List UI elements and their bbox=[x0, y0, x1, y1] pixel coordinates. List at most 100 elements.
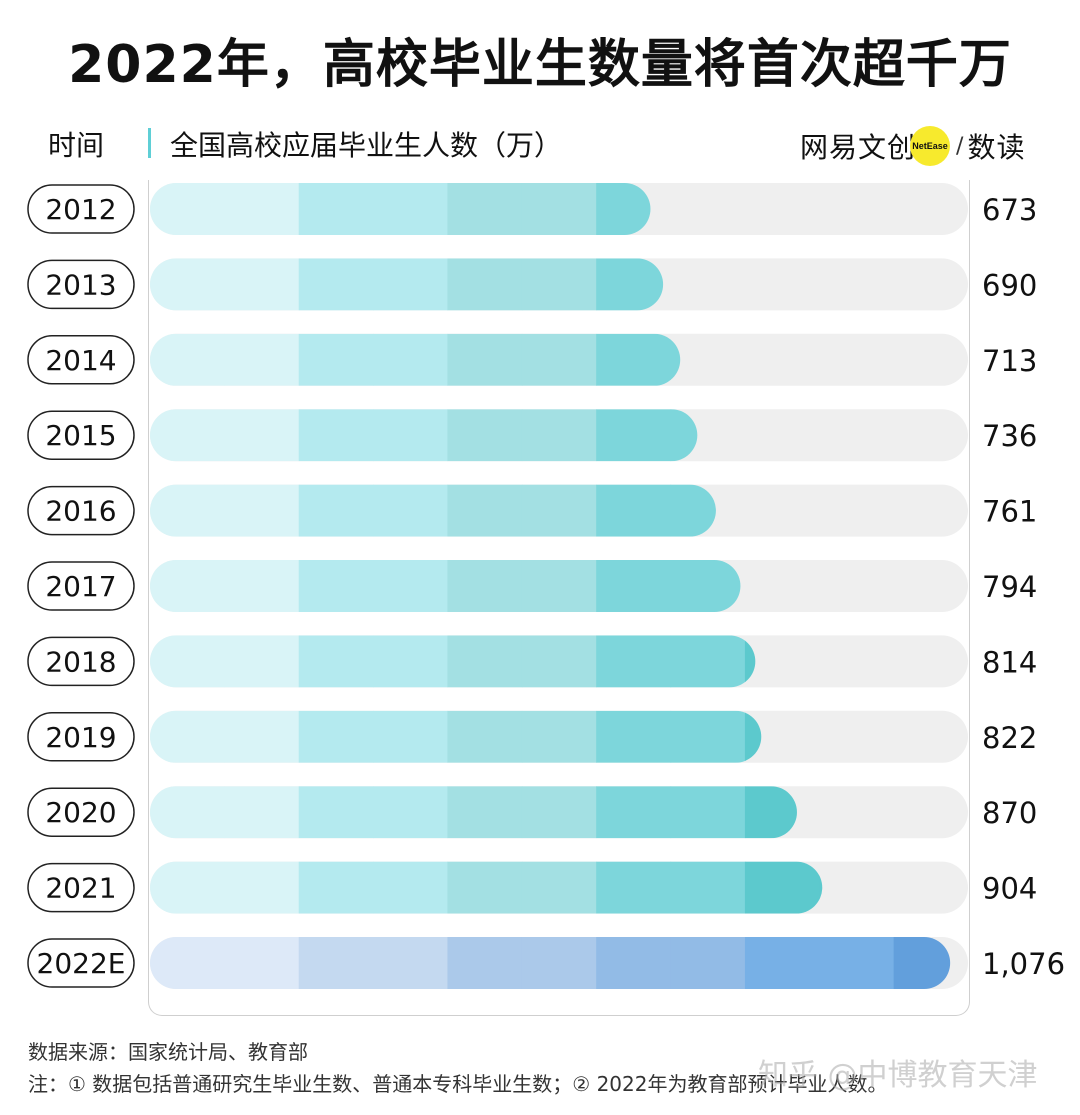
bar-segment bbox=[521, 183, 597, 235]
bar-segment bbox=[670, 635, 746, 688]
value-label: 761 bbox=[982, 495, 1037, 529]
bar bbox=[150, 861, 823, 914]
value-label: 690 bbox=[982, 268, 1037, 302]
category-label: 2018 bbox=[45, 645, 116, 678]
footnote: 注：① 数据包括普通研究生毕业生数、普通本专科毕业生数；② 2022年为教育部预… bbox=[28, 1072, 888, 1096]
bar-segment bbox=[596, 710, 672, 763]
bar-segment bbox=[670, 333, 681, 386]
bar-segment bbox=[298, 786, 374, 839]
bar-segment bbox=[670, 560, 741, 612]
value-label: 673 bbox=[982, 193, 1037, 227]
bar bbox=[150, 484, 716, 537]
bar-segment bbox=[298, 484, 374, 537]
bar-segment bbox=[521, 937, 597, 989]
bar-segment bbox=[447, 183, 523, 235]
bar bbox=[150, 409, 698, 462]
bar bbox=[150, 333, 681, 386]
year-pill bbox=[27, 561, 135, 611]
year-pill bbox=[27, 862, 135, 913]
bar bbox=[150, 560, 741, 612]
category-label: 2012 bbox=[45, 193, 116, 226]
bar bbox=[150, 635, 756, 688]
bar-segment bbox=[373, 937, 449, 989]
bar-segment bbox=[744, 786, 797, 839]
year-pill bbox=[27, 259, 135, 310]
bar-segment bbox=[373, 333, 449, 386]
brand-separator: / bbox=[956, 133, 964, 159]
bar-segment bbox=[447, 710, 523, 763]
bar-segment bbox=[521, 560, 597, 612]
bar-segment bbox=[224, 710, 300, 763]
category-label: 2013 bbox=[45, 268, 116, 301]
category-label: 2021 bbox=[45, 872, 116, 905]
bar-segment bbox=[447, 861, 523, 914]
category-label: 2016 bbox=[45, 495, 116, 528]
value-label: 904 bbox=[982, 872, 1037, 906]
year-pill bbox=[27, 184, 135, 234]
bar-segment bbox=[150, 183, 225, 235]
brand-badge-icon: NetEase bbox=[910, 126, 951, 166]
year-pill bbox=[27, 335, 135, 385]
bar-segment bbox=[150, 484, 225, 537]
brand-logo: 网易文创 NetEase / 数读 bbox=[800, 126, 1025, 166]
bar-segment bbox=[596, 183, 651, 235]
bar-segment bbox=[298, 937, 374, 989]
year-pill bbox=[27, 410, 135, 460]
bar-segment bbox=[224, 861, 300, 914]
value-label: 1,076 bbox=[982, 947, 1065, 981]
bar-segment bbox=[298, 409, 374, 462]
value-axis-label: 全国高校应届毕业生人数（万） bbox=[170, 129, 563, 162]
bar-segment bbox=[150, 861, 225, 914]
value-label: 794 bbox=[982, 570, 1037, 604]
year-pill bbox=[27, 636, 135, 687]
bar-segment bbox=[447, 937, 523, 989]
bar-segment bbox=[224, 409, 300, 462]
year-pill bbox=[27, 485, 135, 536]
bar-segment bbox=[447, 484, 523, 537]
bar-segment bbox=[819, 861, 823, 914]
value-label: 822 bbox=[982, 721, 1037, 755]
bar-segment bbox=[298, 560, 374, 612]
category-label: 2019 bbox=[45, 721, 116, 754]
bar-segment bbox=[298, 183, 374, 235]
bar-segment bbox=[596, 258, 664, 311]
bar-segment bbox=[893, 937, 951, 989]
brand-column-name: 数读 bbox=[967, 131, 1026, 164]
bar-segment bbox=[670, 861, 746, 914]
data-source: 数据来源：国家统计局、教育部 bbox=[28, 1040, 308, 1064]
bar-segment bbox=[670, 786, 746, 839]
bar-segment bbox=[670, 937, 746, 989]
chart-frame bbox=[148, 180, 970, 1016]
bar-segment bbox=[224, 560, 300, 612]
year-pill bbox=[27, 787, 135, 837]
value-label: 870 bbox=[982, 796, 1037, 830]
bar-segment bbox=[744, 635, 756, 688]
bar-segment bbox=[224, 937, 300, 989]
watermark: 知乎 @中博教育天津 bbox=[758, 1058, 1038, 1093]
category-label: 2017 bbox=[45, 570, 116, 603]
brand-name: 网易文创 bbox=[800, 131, 917, 164]
bar-segment bbox=[373, 258, 449, 311]
bar-segment bbox=[373, 635, 449, 688]
bar-segment bbox=[596, 786, 672, 839]
bar-segment bbox=[596, 861, 672, 914]
bar-segment bbox=[744, 710, 762, 763]
category-label: 2014 bbox=[45, 344, 116, 377]
header-divider bbox=[148, 128, 151, 158]
bar-segment bbox=[521, 635, 597, 688]
bar-segment bbox=[224, 183, 300, 235]
bar-segment bbox=[596, 560, 672, 612]
bar-segment bbox=[447, 560, 523, 612]
bar-segment bbox=[373, 183, 449, 235]
bar-segment bbox=[150, 786, 225, 839]
category-label: 2022E bbox=[37, 947, 126, 980]
bar-segment bbox=[744, 937, 820, 989]
category-label: 2015 bbox=[45, 419, 116, 452]
bar bbox=[150, 183, 651, 235]
bar-segment bbox=[596, 333, 672, 386]
bar-segment bbox=[819, 937, 895, 989]
bar bbox=[150, 258, 664, 311]
bar bbox=[150, 710, 762, 763]
bar-segment bbox=[521, 258, 597, 311]
